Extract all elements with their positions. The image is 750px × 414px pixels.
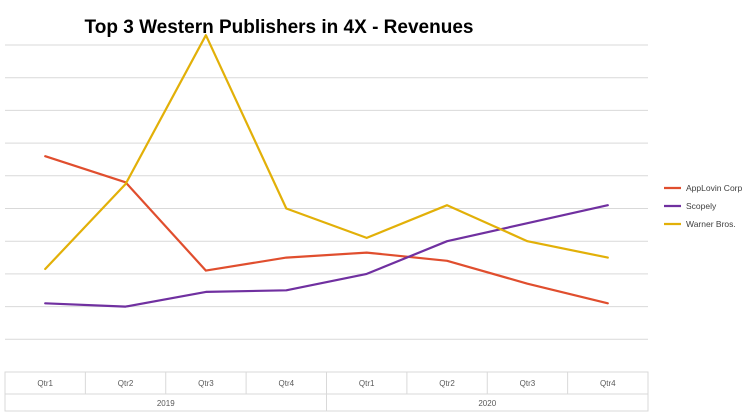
chart-title: Top 3 Western Publishers in 4X - Revenue… [85,17,474,38]
x-tick-label: Qtr4 [600,379,616,388]
gridlines [5,44,648,340]
x-tick-label: Qtr4 [279,379,295,388]
x-tick-label: Qtr2 [118,379,134,388]
series-lines [44,34,609,308]
category-axis: Qtr1 Qtr2 Qtr3 Qtr4 Qtr1 Qtr2 Qtr3 Qtr4 2019 2020 [4,371,649,412]
x-tick-label: Qtr3 [198,379,214,388]
series-line-applovin-corp [44,155,609,305]
legend-label: Scopely [686,201,717,211]
x-group-label: 2019 [157,399,175,408]
legend-label: AppLovin Corp [686,183,743,193]
x-group-label: 2020 [478,399,496,408]
legend-label: Warner Bros. [686,219,736,229]
x-tick-label: Qtr1 [359,379,375,388]
x-tick-label: Qtr1 [37,379,53,388]
legend: AppLovin Corp Scopely Warner Bros. [664,183,743,229]
series-line-warner-bros [44,34,609,271]
x-tick-label: Qtr2 [439,379,455,388]
x-tick-label: Qtr3 [520,379,536,388]
series-line-scopely [44,204,609,308]
